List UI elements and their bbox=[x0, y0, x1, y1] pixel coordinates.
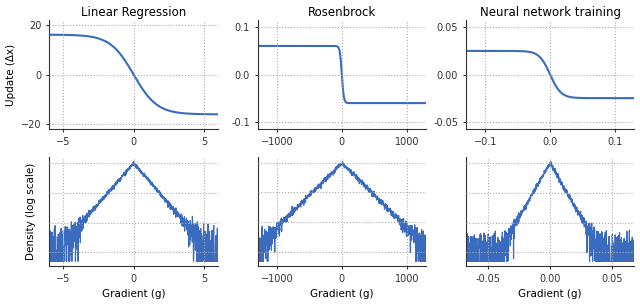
Y-axis label: Update (Δx): Update (Δx) bbox=[6, 43, 15, 106]
Title: Neural network training: Neural network training bbox=[479, 5, 621, 19]
X-axis label: Gradient (g): Gradient (g) bbox=[310, 289, 374, 300]
X-axis label: Gradient (g): Gradient (g) bbox=[102, 289, 165, 300]
Title: Rosenbrock: Rosenbrock bbox=[308, 5, 376, 19]
Title: Linear Regression: Linear Regression bbox=[81, 5, 186, 19]
Y-axis label: Density (log scale): Density (log scale) bbox=[26, 163, 36, 260]
X-axis label: Gradient (g): Gradient (g) bbox=[518, 289, 582, 300]
